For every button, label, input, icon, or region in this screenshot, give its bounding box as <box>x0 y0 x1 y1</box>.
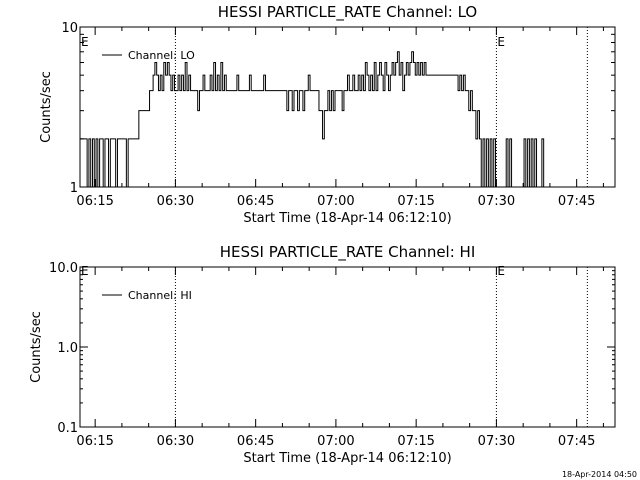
chart-panel-lo: HESSI PARTICLE_RATE Channel: LO 1 10 06:15 0… <box>39 3 616 226</box>
y-tick-label: 1 <box>70 181 78 196</box>
x-tick-label: 07:00 <box>317 194 354 209</box>
legend-label: Channel: LO <box>128 49 195 62</box>
y-tick-label: 10 <box>61 21 78 36</box>
y-axis-label: Counts/sec <box>39 71 54 143</box>
chart-title: HESSI PARTICLE_RATE Channel: HI <box>220 243 476 262</box>
event-marker: E <box>497 35 505 49</box>
chart-panel-hi: HESSI PARTICLE_RATE Channel: HI 0.1 1.0 10.… <box>29 243 616 466</box>
x-tick-label: 07:45 <box>558 194 595 209</box>
x-tick-label: 07:30 <box>478 194 515 209</box>
x-tick-label: 07:15 <box>397 434 434 449</box>
event-marker: E <box>81 35 89 49</box>
x-tick-label: 07:15 <box>397 194 434 209</box>
x-axis-label: Start Time (18-Apr-14 06:12:10) <box>243 451 451 466</box>
event-marker: E <box>497 264 505 278</box>
x-tick-label: 07:30 <box>478 434 515 449</box>
y-tick-label: 0.1 <box>57 421 78 436</box>
x-tick-label: 06:15 <box>76 434 113 449</box>
x-tick-label: 06:15 <box>76 194 113 209</box>
y-axis-label: Counts/sec <box>29 311 44 383</box>
plot-frame <box>79 26 616 188</box>
x-tick-label: 06:30 <box>157 434 194 449</box>
y-tick-label: 1.0 <box>57 341 78 356</box>
x-tick-label: 06:45 <box>237 434 274 449</box>
y-tick-label: 10.0 <box>49 261 78 276</box>
chart-title: HESSI PARTICLE_RATE Channel: LO <box>218 3 477 22</box>
event-marker: E <box>81 264 89 278</box>
x-tick-label: 06:30 <box>157 194 194 209</box>
x-tick-label: 06:45 <box>237 194 274 209</box>
x-tick-label: 07:00 <box>317 434 354 449</box>
footer-timestamp: 18-Apr-2014 04:50 <box>562 470 637 479</box>
legend-label: Channel: HI <box>128 289 192 302</box>
x-tick-label: 07:45 <box>558 434 595 449</box>
x-axis-label: Start Time (18-Apr-14 06:12:10) <box>243 211 451 226</box>
series-line-0 <box>80 51 615 187</box>
